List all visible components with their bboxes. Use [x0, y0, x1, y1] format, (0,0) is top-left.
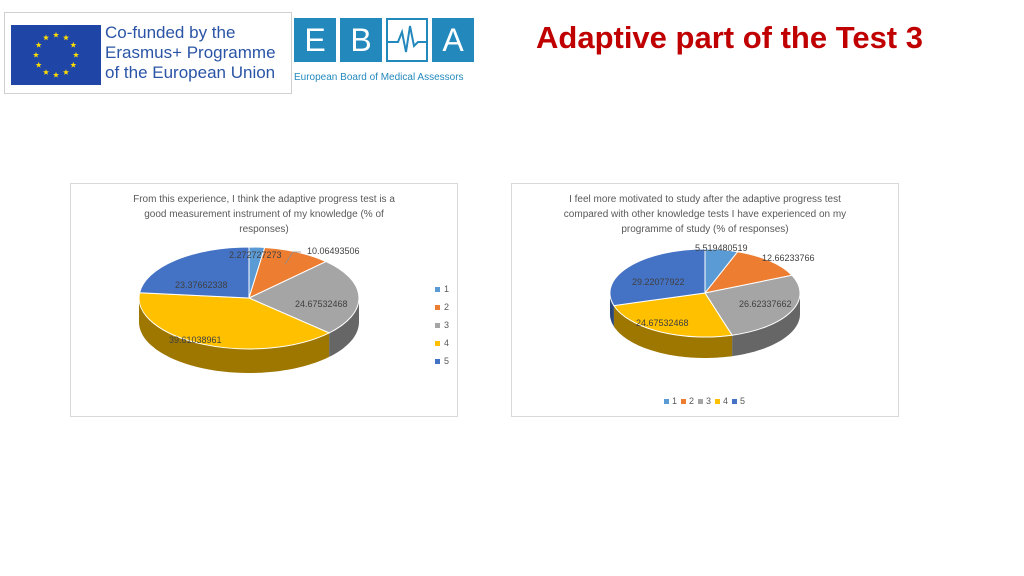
eu-star-icon: [52, 31, 60, 38]
pie-slice-side-3: [329, 298, 359, 357]
data-label-2: 12.66233766: [762, 253, 815, 263]
eu-star-icon: [52, 71, 60, 78]
pie-slice-3: [704, 274, 801, 336]
legend-swatch-1: [664, 399, 669, 404]
eu-text-line: of the European Union: [105, 63, 276, 82]
ebma-subtitle: European Board of Medical Assessors: [294, 72, 464, 83]
legend-swatch-2: [435, 305, 440, 310]
eu-star-icon: [35, 41, 42, 48]
legend-label-4: 4: [444, 338, 449, 348]
chart-panel-knowledge-measurement: From this experience, I think the adapti…: [70, 183, 458, 417]
legend-label-5: 5: [444, 356, 449, 366]
legend-label-3: 3: [706, 396, 711, 406]
eu-star-icon: [62, 69, 70, 75]
pie-slice-4: [613, 292, 733, 338]
data-label-3: 24.67532468: [295, 299, 348, 309]
data-label-5: 29.22077922: [632, 277, 685, 287]
data-label-2: 10.06493506: [307, 246, 360, 256]
legend-swatch-3: [435, 323, 440, 328]
ebma-letter: A: [432, 18, 474, 62]
eu-text-line: Co-funded by the: [105, 23, 236, 42]
pie-slice-2: [703, 251, 793, 294]
eu-flag-icon: [11, 25, 101, 85]
legend-label-4: 4: [723, 396, 728, 406]
data-label-4: 39.61038961: [169, 335, 222, 345]
chart-title-line: good measurement instrument of my knowle…: [144, 209, 384, 220]
data-label-4: 24.67532468: [636, 318, 689, 328]
eu-star-icon: [32, 51, 40, 58]
legend-swatch-1: [435, 287, 440, 292]
chart-title-line: I feel more motivated to study after the…: [569, 194, 841, 205]
ebma-logo: E B A European Board of Medical Assessor…: [292, 14, 482, 92]
legend-label-5: 5: [740, 396, 745, 406]
data-label-1: 2.272727273: [229, 250, 282, 260]
legend-label-3: 3: [444, 320, 449, 330]
eu-star-icon: [72, 51, 80, 58]
pie-slice-5: [138, 246, 250, 299]
eu-text-line: Erasmus+ Programme: [105, 43, 276, 62]
chart-title-line: programme of study (% of responses): [621, 224, 788, 235]
ebma-letter: B: [340, 18, 382, 62]
eu-star-icon: [42, 34, 50, 41]
pie-slice-4: [138, 292, 331, 350]
chart-title-line: responses): [239, 224, 288, 235]
eu-star-icon: [35, 61, 42, 68]
header-logos: Co-funded by the Erasmus+ Programme of t…: [0, 10, 480, 94]
pie-slice-side-4: [139, 297, 330, 373]
eu-star-icon: [70, 61, 77, 68]
slide-title: Adaptive part of the Test 3: [536, 20, 923, 55]
data-label-leader-line: [284, 251, 301, 265]
legend-swatch-4: [715, 399, 720, 404]
legend-label-1: 1: [444, 284, 449, 294]
eu-star-icon: [70, 41, 77, 48]
data-label-5: 23.37662338: [175, 280, 228, 290]
legend-label-2: 2: [444, 302, 449, 312]
legend-label-2: 2: [689, 396, 694, 406]
legend-swatch-3: [698, 399, 703, 404]
chart-panel-motivation: I feel more motivated to study after the…: [511, 183, 899, 417]
chart-title-line: From this experience, I think the adapti…: [133, 194, 395, 205]
pie-chart-motivation: I feel more motivated to study after the…: [564, 194, 846, 406]
pie-side-walls: [139, 297, 359, 373]
eu-cofunded-logo: Co-funded by the Erasmus+ Programme of t…: [4, 12, 292, 94]
legend-swatch-4: [435, 341, 440, 346]
pie-slice-side-3: [732, 293, 800, 357]
ebma-heartbeat-icon: [386, 18, 428, 62]
pie-chart-knowledge-measurement: From this experience, I think the adapti…: [133, 194, 449, 373]
legend-swatch-5: [435, 359, 440, 364]
pie-slice-side-5: [610, 293, 614, 327]
pie-slice-3: [247, 261, 360, 334]
eu-logo-text: Co-funded by the Erasmus+ Programme of t…: [105, 23, 289, 83]
eu-star-icon: [62, 34, 70, 41]
legend-label-1: 1: [672, 396, 677, 406]
pie-slice-5: [609, 248, 706, 307]
pie-side-walls: [610, 293, 800, 358]
eu-star-icon: [42, 69, 50, 75]
data-label-1: 5.519480519: [695, 243, 748, 253]
ebma-letter: E: [294, 18, 336, 62]
pie-slice-side-4: [613, 305, 733, 358]
legend-swatch-5: [732, 399, 737, 404]
legend-swatch-2: [681, 399, 686, 404]
data-label-3: 26.62337662: [739, 299, 792, 309]
chart-title-line: compared with other knowledge tests I ha…: [564, 209, 846, 220]
